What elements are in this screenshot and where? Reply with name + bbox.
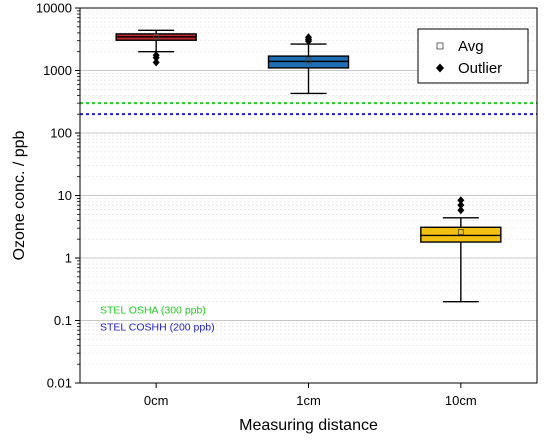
legend: Avg Outlier <box>417 28 529 84</box>
y-tick-label: 10000 <box>36 1 72 16</box>
mean-marker <box>153 33 160 40</box>
y-tick-label: 0.1 <box>54 313 72 328</box>
reference-line-label: STEL OSHA (300 ppb) <box>100 304 206 316</box>
y-tick-label: 1 <box>65 251 72 266</box>
x-tick-label: 10cm <box>445 393 477 408</box>
outlier-point <box>152 58 160 67</box>
y-axis-title: Ozone conc. / ppb <box>11 130 28 260</box>
legend-label: Avg <box>458 38 484 55</box>
outlier-point <box>457 196 465 205</box>
outlier-point <box>457 201 465 210</box>
legend-box <box>417 28 529 84</box>
mean-marker <box>457 229 464 235</box>
reference-lines: STEL OSHA (300 ppb) STEL COSHH (200 ppb) <box>80 102 537 333</box>
box-0cm <box>115 29 197 67</box>
y-tick-label: 10 <box>58 188 72 203</box>
x-tick-label: 0cm <box>144 393 169 408</box>
y-tick-label: 100 <box>50 126 72 141</box>
outlier-point <box>305 33 312 42</box>
y-tick-label: 0.01 <box>47 376 72 391</box>
x-axis-title: Measuring distance <box>239 417 378 434</box>
box-1cm <box>267 33 350 95</box>
reference-line-label: STEL COSHH (200 ppb) <box>100 321 215 333</box>
legend-outlier-marker <box>436 63 444 73</box>
box-10cm <box>420 196 502 303</box>
legend-label: Outlier <box>458 60 502 77</box>
axes-layer: 0.01 0.1 1 10 100 1000 10000 0cm 1cm 10cm <box>36 1 477 409</box>
legend-avg-marker <box>436 42 444 50</box>
mean-marker <box>305 57 312 64</box>
outlier-point <box>457 206 465 215</box>
boxes-layer <box>115 29 502 303</box>
x-tick-label: 1cm <box>296 393 321 408</box>
y-tick-label: 1000 <box>43 63 72 78</box>
outlier-point <box>152 51 160 60</box>
